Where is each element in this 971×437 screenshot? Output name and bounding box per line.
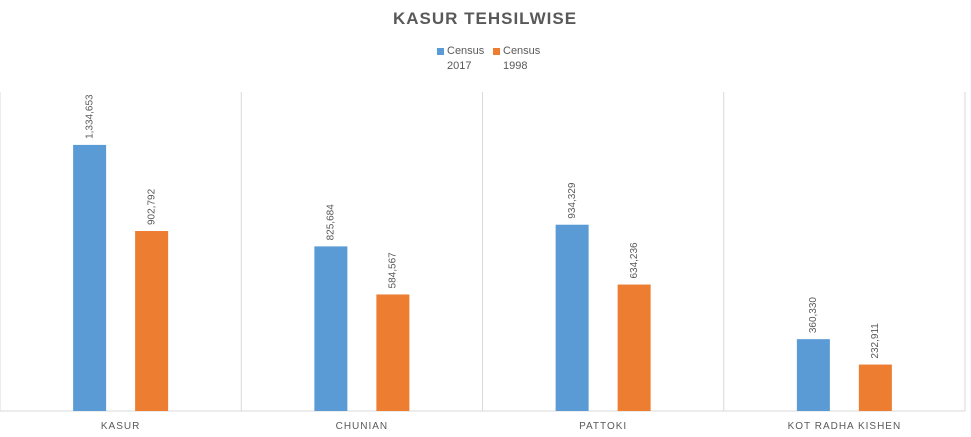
bar	[796, 339, 830, 411]
data-label: 634,236	[629, 242, 640, 279]
data-label: 232,911	[870, 323, 881, 359]
bar	[314, 246, 348, 411]
bar	[73, 144, 107, 411]
bar	[858, 364, 892, 411]
legend-swatch	[437, 48, 444, 55]
data-label: 934,329	[567, 182, 578, 219]
data-label: 584,567	[388, 252, 399, 289]
x-tick-label: KASUR	[101, 421, 140, 432]
legend-swatch	[493, 48, 500, 55]
bar	[376, 294, 410, 411]
legend-label: Census 2017	[447, 45, 485, 72]
bar	[555, 224, 589, 411]
data-label: 360,330	[808, 297, 819, 334]
data-label: 1,334,653	[84, 94, 95, 139]
x-tick-label: CHUNIAN	[336, 421, 389, 432]
chart-title: KASUR TEHSILWISE	[393, 9, 577, 28]
legend-label: Census 1998	[503, 45, 541, 72]
legend-item: Census 2017	[437, 44, 487, 74]
legend: Census 2017 Census 1998	[437, 44, 543, 74]
bar	[135, 231, 169, 411]
data-label: 825,684	[326, 204, 337, 241]
data-label: 902,792	[146, 188, 157, 225]
x-tick-label: PATTOKI	[579, 421, 627, 432]
x-tick-label: KOT RADHA KISHEN	[788, 421, 902, 432]
legend-item: Census 1998	[493, 44, 543, 74]
bar	[617, 284, 651, 411]
